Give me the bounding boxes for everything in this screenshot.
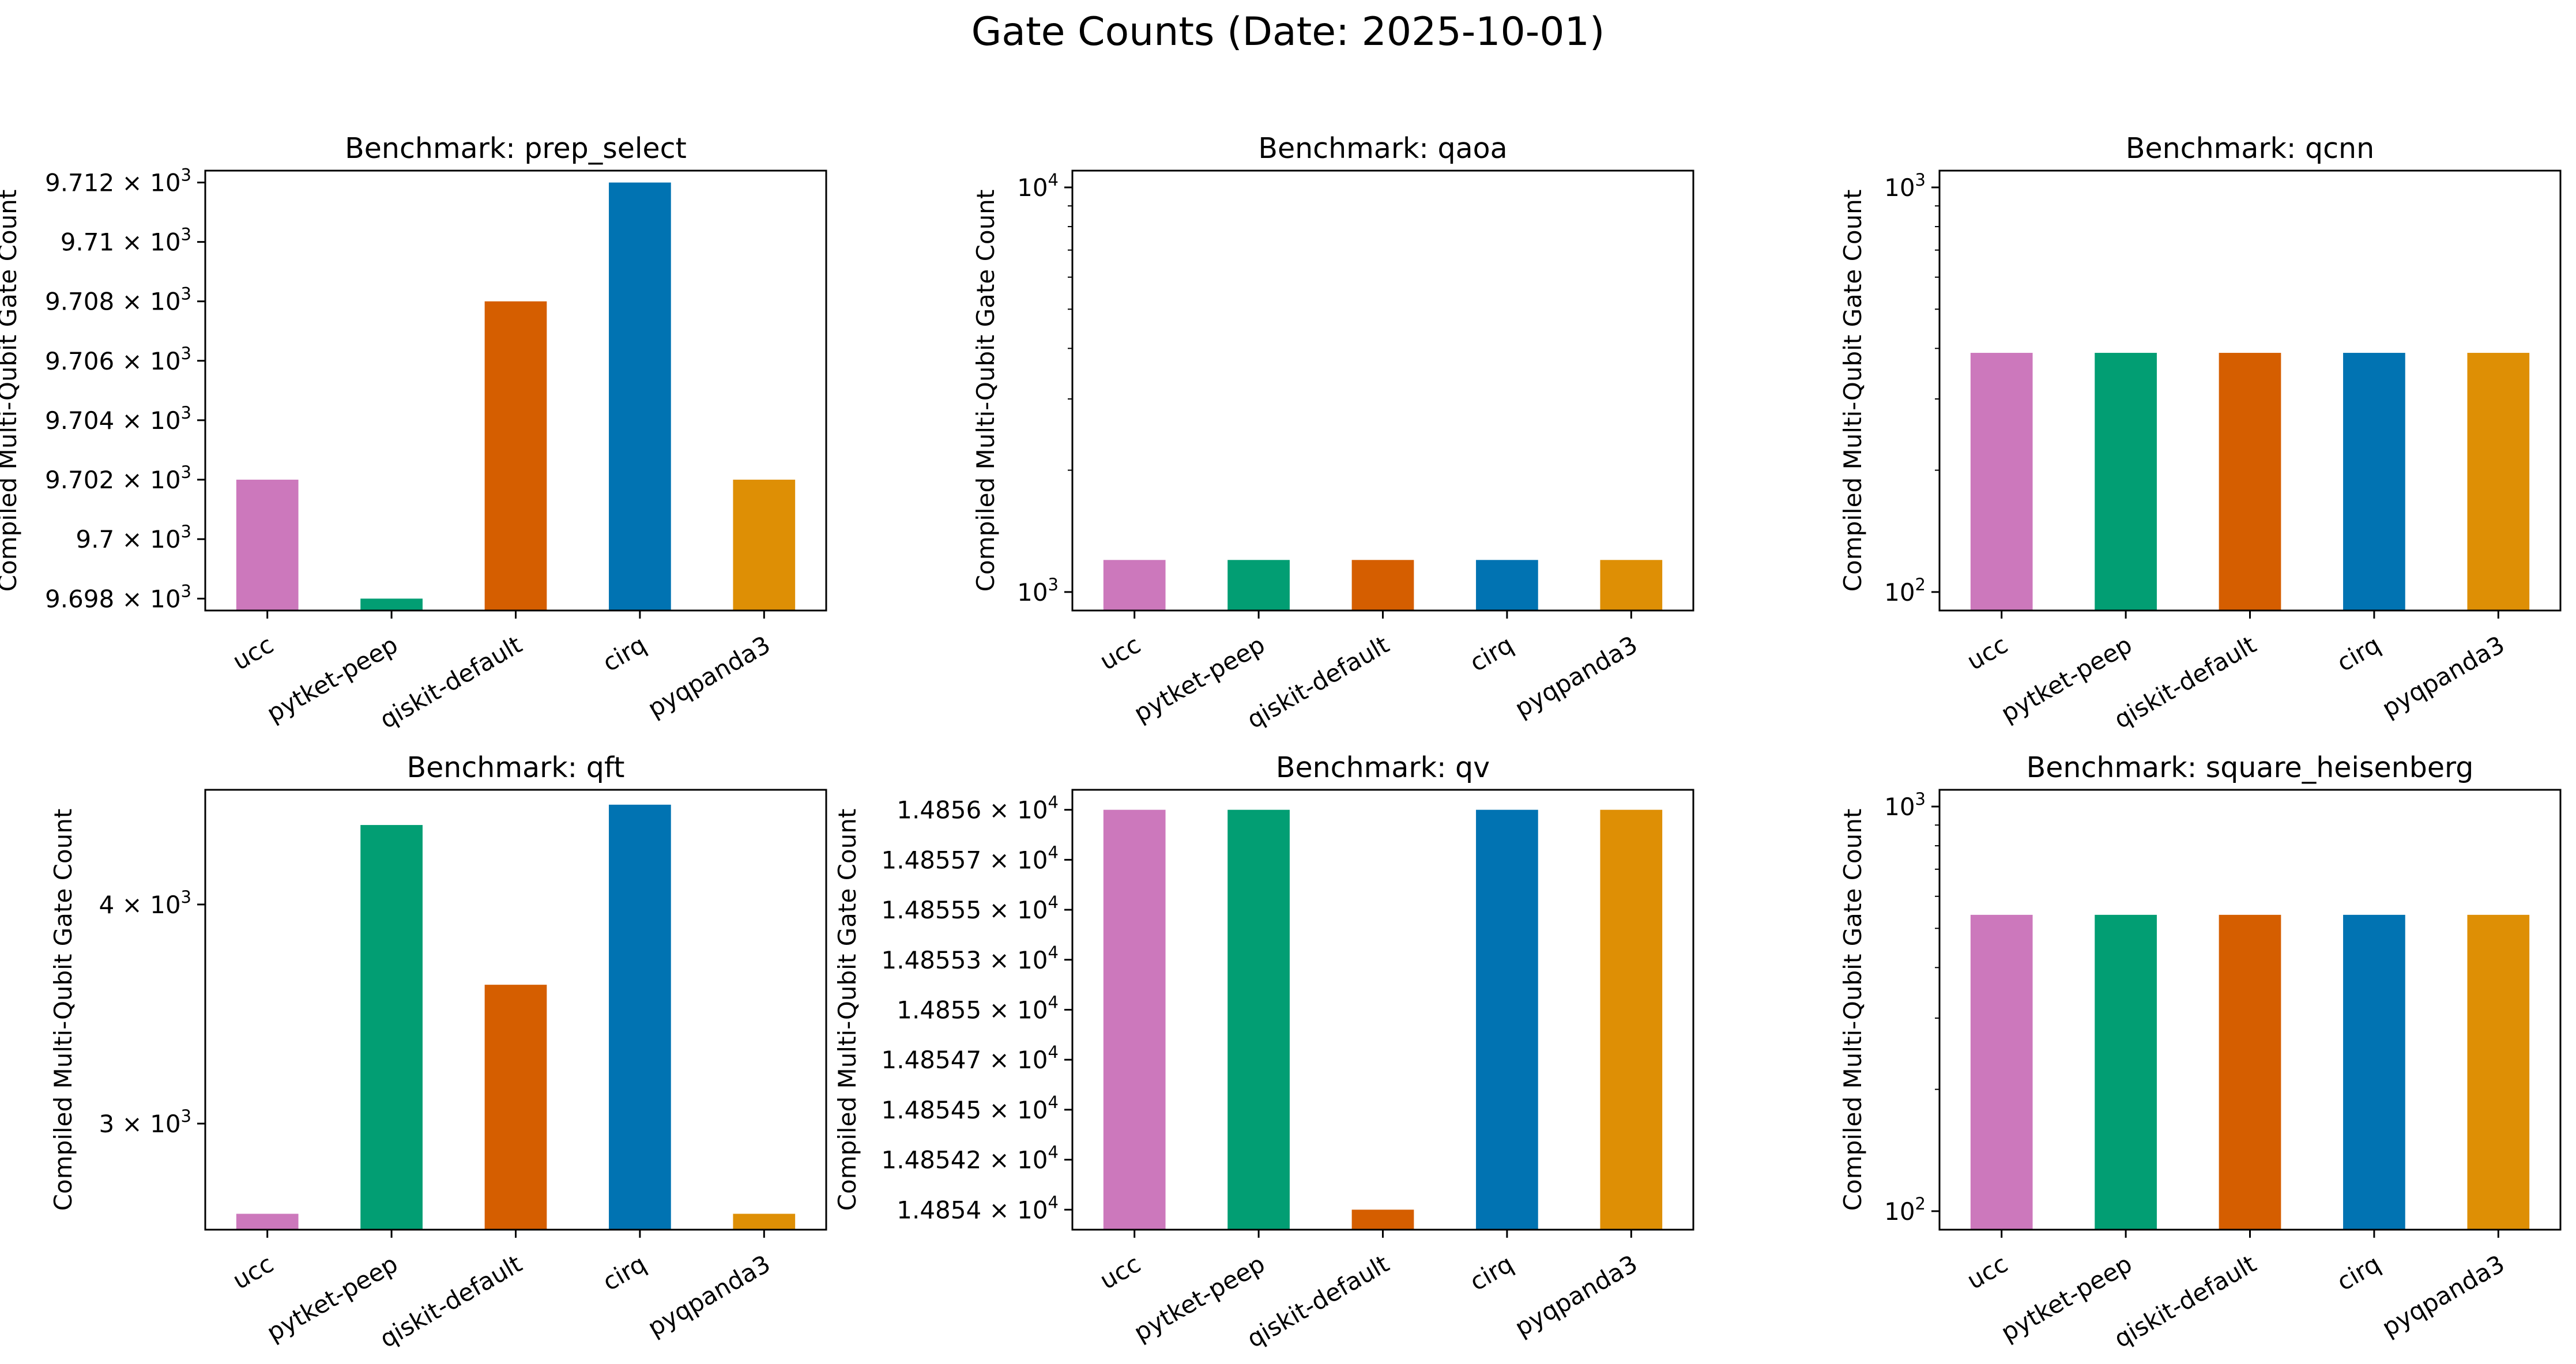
y-axis-label: Compiled Multi-Qubit Gate Count [833,809,861,1211]
bar-ucc [236,1214,299,1230]
y-tick-label: 1.48553 × 104 [882,943,1059,974]
plot-frame [1938,169,2562,612]
y-tick-label: 1.48542 × 104 [882,1143,1059,1174]
y-tick-label: 104 [1017,170,1059,202]
y-tick-label: 1.4854 × 104 [897,1192,1059,1224]
bar-pytket-peep [360,825,423,1230]
y-tick-label: 9.706 × 103 [45,344,191,375]
bar-ucc [236,480,299,611]
y-tick-label: 1.48557 × 104 [882,842,1059,874]
bar-cirq [2343,353,2405,611]
chart-title: Benchmark: prep_select [345,132,687,165]
y-tick-label: 1.4855 × 104 [897,992,1059,1024]
y-tick-label: 1.48555 × 104 [882,892,1059,924]
bar-cirq [609,182,671,611]
y-tick-label: 3 × 103 [99,1106,191,1138]
y-axis-label: Compiled Multi-Qubit Gate Count [0,190,22,592]
bar-pyqpanda3 [1600,560,1663,611]
chart-panel-2: Benchmark: qcnnuccpytket-peepqiskit-defa… [1839,132,2562,734]
chart-title: Benchmark: square_heisenberg [2027,751,2474,784]
bar-pyqpanda3 [1600,809,1663,1230]
y-tick-label: 9.702 × 103 [45,462,191,494]
bar-pytket-peep [1227,809,1290,1230]
bar-pytket-peep [1227,560,1290,611]
bar-cirq [609,804,671,1230]
bar-ucc [1970,914,2033,1230]
bar-qiskit-default [484,301,547,611]
bar-pyqpanda3 [2467,353,2530,611]
y-tick-label: 9.71 × 103 [61,225,191,257]
bar-cirq [2343,914,2405,1230]
chart-title: Benchmark: qft [407,751,625,784]
y-tick-label: 102 [1884,1194,1926,1226]
y-tick-label: 9.7 × 103 [76,522,191,553]
bar-pyqpanda3 [2467,914,2530,1230]
bar-qiskit-default [484,985,547,1230]
y-tick-label: 102 [1884,575,1926,606]
y-axis-label: Compiled Multi-Qubit Gate Count [971,190,1000,592]
y-tick-label: 103 [1884,789,1926,821]
bar-cirq [1476,560,1538,611]
bar-pytket-peep [2095,353,2157,611]
bar-ucc [1103,560,1166,611]
y-tick-label: 9.708 × 103 [45,284,191,316]
y-tick-label: 1.4856 × 104 [897,793,1059,824]
chart-title: Benchmark: qcnn [2126,132,2374,165]
bar-pyqpanda3 [733,480,796,611]
y-tick-label: 9.704 × 103 [45,403,191,435]
y-axis-label: Compiled Multi-Qubit Gate Count [49,809,77,1211]
y-tick-label: 9.698 × 103 [45,581,191,613]
chart-title: Benchmark: qv [1276,751,1490,784]
y-tick-label: 9.712 × 103 [45,165,191,197]
bar-cirq [1476,809,1538,1230]
plot-frame [204,169,827,612]
bar-ucc [1970,353,2033,611]
y-tick-label: 103 [1017,575,1059,606]
bar-pytket-peep [2095,914,2157,1230]
bar-pytket-peep [360,598,423,611]
y-axis-label: Compiled Multi-Qubit Gate Count [1839,809,1867,1211]
y-tick-label: 1.48545 × 104 [882,1092,1059,1124]
bar-qiskit-default [2219,353,2281,611]
chart-title: Benchmark: qaoa [1258,132,1507,165]
y-tick-label: 4 × 103 [99,887,191,919]
plot-frame [1938,789,2562,1231]
y-tick-label: 103 [1884,170,1926,202]
bar-qiskit-default [2219,914,2281,1230]
y-axis-label: Compiled Multi-Qubit Gate Count [1839,190,1867,592]
bar-qiskit-default [1351,560,1414,611]
y-tick-label: 1.48547 × 104 [882,1042,1059,1074]
plot-frame [1071,169,1694,612]
plot-frame [204,789,827,1231]
bar-qiskit-default [1351,1209,1414,1230]
bar-pyqpanda3 [733,1214,796,1230]
figure-title: Gate Counts (Date: 2025-10-01) [971,9,1605,55]
bar-ucc [1103,809,1166,1230]
